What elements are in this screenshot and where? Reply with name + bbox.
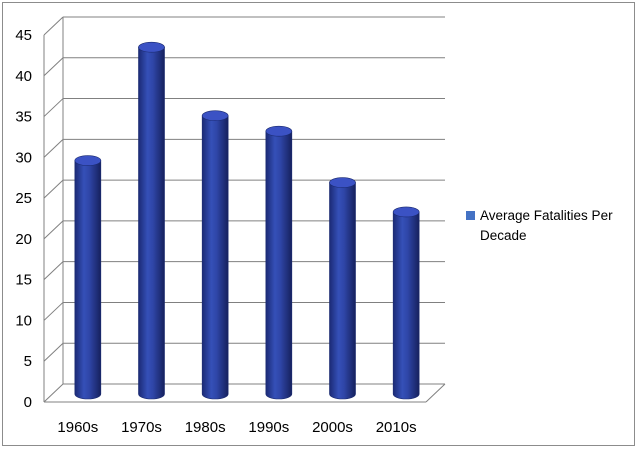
gridline-side — [43, 261, 64, 281]
x-tick-label: 1970s — [121, 419, 162, 436]
y-tick-label: 45 — [15, 27, 32, 44]
legend-swatch — [466, 211, 475, 220]
x-tick-label: 1990s — [248, 419, 289, 436]
bar-body — [138, 46, 165, 400]
bar — [201, 110, 229, 400]
bar-top — [265, 125, 293, 137]
chart-frame — [2, 2, 635, 446]
bar-body — [265, 130, 293, 400]
bar-top — [138, 41, 165, 53]
bar-body — [329, 182, 356, 400]
bar-top — [74, 155, 102, 166]
bar-body — [392, 211, 420, 400]
gridline-side — [43, 98, 64, 117]
x-tick-label: 2010s — [376, 419, 417, 436]
gridline-side — [43, 302, 64, 321]
bar — [138, 41, 165, 400]
gridline-side — [43, 342, 64, 362]
y-tick-label: 0 — [24, 394, 32, 411]
y-axis-ticks: 0 5 10 15 20 25 30 35 40 45 — [15, 27, 32, 411]
y-tick-label: 5 — [24, 353, 32, 370]
y-tick-label: 35 — [15, 109, 32, 126]
x-axis-ticks: 1960s 1970s 1980s 1990s 2000s 2010s — [57, 419, 416, 436]
gridline-side — [43, 138, 64, 158]
bar — [74, 155, 102, 400]
bar — [265, 125, 293, 400]
gridline-side — [43, 220, 64, 240]
legend-label: Average Fatalities Per Decade — [480, 208, 613, 243]
x-tick-label: 2000s — [312, 419, 353, 436]
bar — [329, 177, 356, 400]
y-tick-label: 25 — [15, 190, 32, 207]
y-tick-label: 30 — [15, 149, 32, 166]
y-tick-label: 10 — [15, 312, 32, 329]
y-tick-label: 40 — [15, 68, 32, 85]
y-tick-label: 20 — [15, 231, 32, 248]
bar — [392, 206, 420, 400]
gridline-side — [43, 57, 64, 77]
x-tick-label: 1980s — [185, 419, 226, 436]
bar-top — [329, 177, 356, 188]
gridline-side — [43, 383, 64, 403]
bars — [74, 41, 420, 400]
bar-top — [201, 110, 229, 122]
gridline-side — [43, 179, 64, 199]
gridline-side — [43, 16, 64, 36]
grid-lines — [43, 16, 446, 403]
y-tick-label: 15 — [15, 272, 32, 289]
bar-top — [392, 206, 420, 218]
x-tick-label: 1960s — [57, 419, 98, 436]
bar-body — [74, 160, 102, 400]
x-axis-side-line — [425, 383, 446, 403]
bar-body — [201, 115, 229, 400]
